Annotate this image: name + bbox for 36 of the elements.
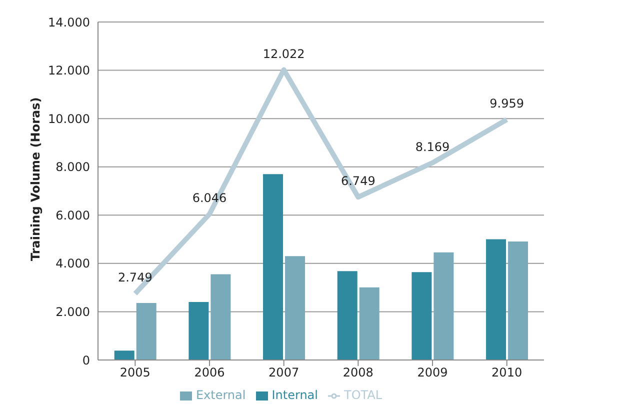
data-label: 6.046 (192, 191, 227, 206)
bar (434, 252, 454, 360)
y-tick-label: 6.000 (56, 208, 90, 222)
bar (337, 271, 358, 360)
data-label: 6.749 (340, 174, 376, 188)
x-tick-label: 2005 (120, 366, 150, 380)
bar (486, 239, 506, 360)
x-tick-label: 2006 (194, 366, 225, 380)
bar (263, 174, 284, 360)
x-tick-label: 2008 (342, 366, 374, 380)
y-tick-label: 10.000 (48, 112, 90, 126)
legend-label: External (196, 388, 246, 402)
data-label: 2.749 (118, 270, 152, 285)
y-tick-label: 2.000 (56, 304, 90, 319)
bar (359, 287, 380, 360)
bar (285, 256, 306, 360)
x-tick-label: 2009 (417, 366, 448, 380)
bar (412, 272, 432, 360)
y-tick-label: 4.000 (56, 256, 90, 271)
data-label: 12.022 (262, 46, 305, 61)
y-tick-label: 14.000 (48, 15, 90, 30)
data-label: 9.959 (490, 96, 524, 111)
x-tick-label: 2007 (268, 366, 300, 380)
bar (508, 241, 528, 360)
bar (114, 350, 134, 360)
legend-label: Internal (272, 388, 318, 402)
y-tick-label: 12.000 (48, 64, 90, 78)
bar (210, 274, 231, 360)
data-label: 8.169 (415, 140, 450, 154)
y-axis-title: Training Volume (Horas) (28, 97, 42, 261)
y-tick-label: 8.000 (56, 160, 90, 174)
x-tick-label: 2010 (492, 366, 522, 380)
bar (136, 303, 156, 360)
legend-label: TOTAL (344, 388, 382, 402)
bar (188, 302, 209, 360)
y-tick-label: 0 (82, 353, 90, 368)
